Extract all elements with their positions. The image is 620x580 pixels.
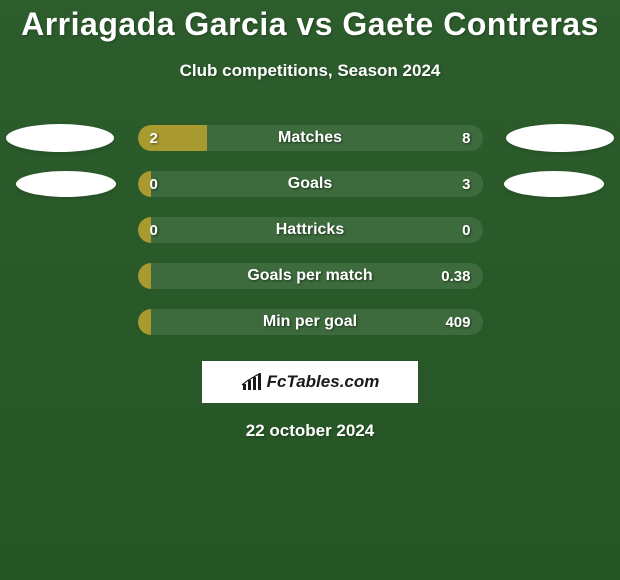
comparison-infographic: Arriagada Garcia vs Gaete Contreras Club…	[0, 0, 620, 441]
player2-avatar-ellipse	[504, 171, 604, 197]
player2-avatar-ellipse	[506, 124, 614, 152]
vs-label: vs	[296, 6, 333, 42]
stat-row: 409Min per goal	[0, 299, 620, 345]
stat-bar-left	[138, 125, 207, 151]
stat-bar-track: 03Goals	[138, 171, 483, 197]
brand-text: FcTables.com	[267, 372, 380, 392]
stat-row: 28Matches	[0, 115, 620, 161]
stat-bar-right	[207, 125, 483, 151]
stat-value-right: 0.38	[441, 263, 470, 289]
stat-bar-right	[151, 263, 482, 289]
stat-bar-right	[151, 171, 482, 197]
brand-box: FcTables.com	[202, 361, 418, 403]
stat-value-right: 3	[462, 171, 470, 197]
page-title: Arriagada Garcia vs Gaete Contreras	[0, 6, 620, 43]
stat-row: 0 0Hattricks	[0, 207, 620, 253]
player1-avatar-ellipse	[6, 124, 114, 152]
stats-chart: 28Matches03Goals00Hattricks0.38Goals per…	[0, 115, 620, 345]
stat-value-left: 2	[150, 125, 158, 151]
stat-value-left: 0	[150, 171, 158, 197]
stat-bar-track: 28Matches	[138, 125, 483, 151]
stat-bar-left	[138, 309, 152, 335]
player1-avatar-ellipse	[16, 171, 116, 197]
stat-value-left: 0	[150, 217, 158, 243]
brand-inner: FcTables.com	[241, 372, 380, 392]
stat-value-right: 8	[462, 125, 470, 151]
stat-bar-track: 409Min per goal	[138, 309, 483, 335]
stat-label: Hattricks	[138, 217, 483, 243]
stat-row: 03Goals	[0, 161, 620, 207]
stat-bar-track: 0.38Goals per match	[138, 263, 483, 289]
stat-bar-track: 0 0Hattricks	[138, 217, 483, 243]
stat-bar-right	[151, 309, 482, 335]
bar-chart-icon	[241, 373, 263, 391]
stat-value-right: 409	[445, 309, 470, 335]
player2-name: Gaete Contreras	[342, 6, 598, 42]
stat-row: 0.38Goals per match	[0, 253, 620, 299]
player1-name: Arriagada Garcia	[21, 6, 287, 42]
date-text: 22 october 2024	[0, 421, 620, 441]
stat-value-right: 0	[462, 217, 470, 243]
stat-bar-left	[138, 263, 152, 289]
subtitle: Club competitions, Season 2024	[0, 61, 620, 81]
